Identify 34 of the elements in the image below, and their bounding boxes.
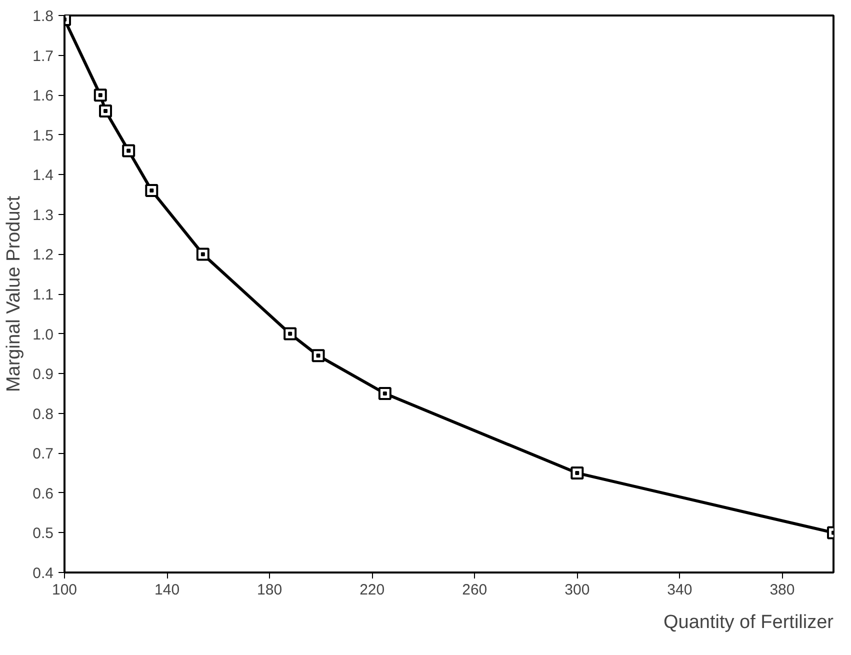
x-tick-label: 100 (52, 582, 78, 598)
point (145, 184, 158, 198)
y-tick-label: 0.4 (32, 565, 54, 582)
x-tick-label: 340 (667, 582, 692, 598)
y-tick-label: 1.8 (32, 8, 54, 25)
point (378, 386, 392, 400)
x-tick-label: 220 (360, 582, 385, 598)
x-tick-label: 180 (257, 582, 282, 598)
x-tick-label: 140 (154, 582, 180, 598)
point (94, 88, 107, 102)
point (99, 104, 112, 118)
y-tick-label: 1.4 (32, 167, 54, 184)
point (312, 349, 325, 362)
y-tick-label: 0.5 (32, 525, 54, 542)
y-tick-label: 0.9 (32, 366, 54, 384)
y-tick-label: 1.2 (32, 246, 54, 264)
x-axis-title: Quantity of Fertilizer (664, 612, 834, 633)
x-tick-label: 260 (462, 582, 488, 598)
y-tick-label: 1.5 (32, 127, 54, 144)
point (196, 248, 210, 261)
y-tick-label: 1.7 (32, 48, 54, 65)
y-tick-label: 1.6 (32, 88, 54, 105)
x-tick-label: 380 (770, 582, 795, 598)
y-tick-label: 0.8 (32, 406, 54, 423)
point (122, 144, 136, 158)
y-tick-label: 1.1 (32, 286, 54, 304)
point (284, 327, 297, 340)
y-axis-title: Marginal Value Product (4, 195, 25, 392)
point (570, 466, 584, 480)
y-tick-label: 0.6 (32, 485, 54, 502)
y-tick-label: 0.7 (32, 446, 54, 463)
x-tick-label: 300 (564, 582, 590, 598)
y-tick-label: 1.0 (32, 326, 54, 344)
y-tick-label: 1.3 (32, 206, 54, 224)
